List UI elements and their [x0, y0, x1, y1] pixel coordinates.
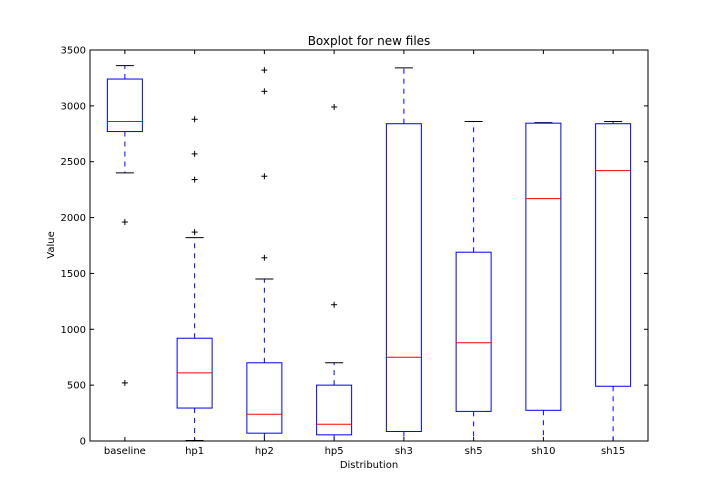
outlier-marker: [261, 88, 268, 95]
x-tick-label: hp1: [185, 446, 204, 457]
outlier-marker: [191, 150, 198, 157]
box-hp5: [316, 384, 353, 436]
outlier-marker: [261, 254, 268, 261]
outlier-marker: [191, 176, 198, 183]
y-tick-label: 3500: [61, 46, 86, 57]
x-tick-label: baseline: [104, 446, 146, 457]
box-baseline: [106, 78, 143, 133]
plot-area: 0 500 1000 1500 2000 2500 3000 3500 baseline hp1 h…: [61, 46, 648, 457]
outlier-marker: [331, 301, 338, 308]
x-tick-label: sh3: [395, 446, 413, 457]
y-tick-label: 1000: [61, 325, 86, 336]
y-tick-label: 3000: [61, 101, 86, 112]
outlier-marker: [261, 67, 268, 74]
box-sh3: [385, 123, 422, 433]
outlier-marker: [191, 229, 198, 236]
y-tick-label: 2000: [61, 213, 86, 224]
box-sh15: [595, 123, 632, 387]
outlier-marker: [331, 103, 338, 110]
box-sh10: [525, 122, 562, 411]
x-tick-label: sh10: [531, 446, 555, 457]
outlier-marker: [261, 173, 268, 180]
x-axis-title: Distribution: [340, 460, 398, 471]
x-tick-label: hp2: [255, 446, 274, 457]
box-sh5: [455, 251, 492, 412]
chart-title: Boxplot for new files: [308, 34, 431, 48]
y-tick-label: 2500: [61, 157, 86, 168]
x-tick-label: hp5: [325, 446, 344, 457]
box-hp2: [246, 362, 283, 434]
y-axis-title: Value: [46, 231, 57, 258]
x-tick-label: sh5: [465, 446, 483, 457]
y-tick-label: 1500: [61, 269, 86, 280]
outlier-marker: [121, 379, 128, 386]
y-tick-label: 500: [67, 381, 86, 392]
outlier-marker: [191, 116, 198, 123]
outlier-marker: [121, 219, 128, 226]
plot-frame: [89, 49, 649, 442]
y-tick-label: 0: [80, 437, 86, 448]
x-tick-label: sh15: [601, 446, 625, 457]
